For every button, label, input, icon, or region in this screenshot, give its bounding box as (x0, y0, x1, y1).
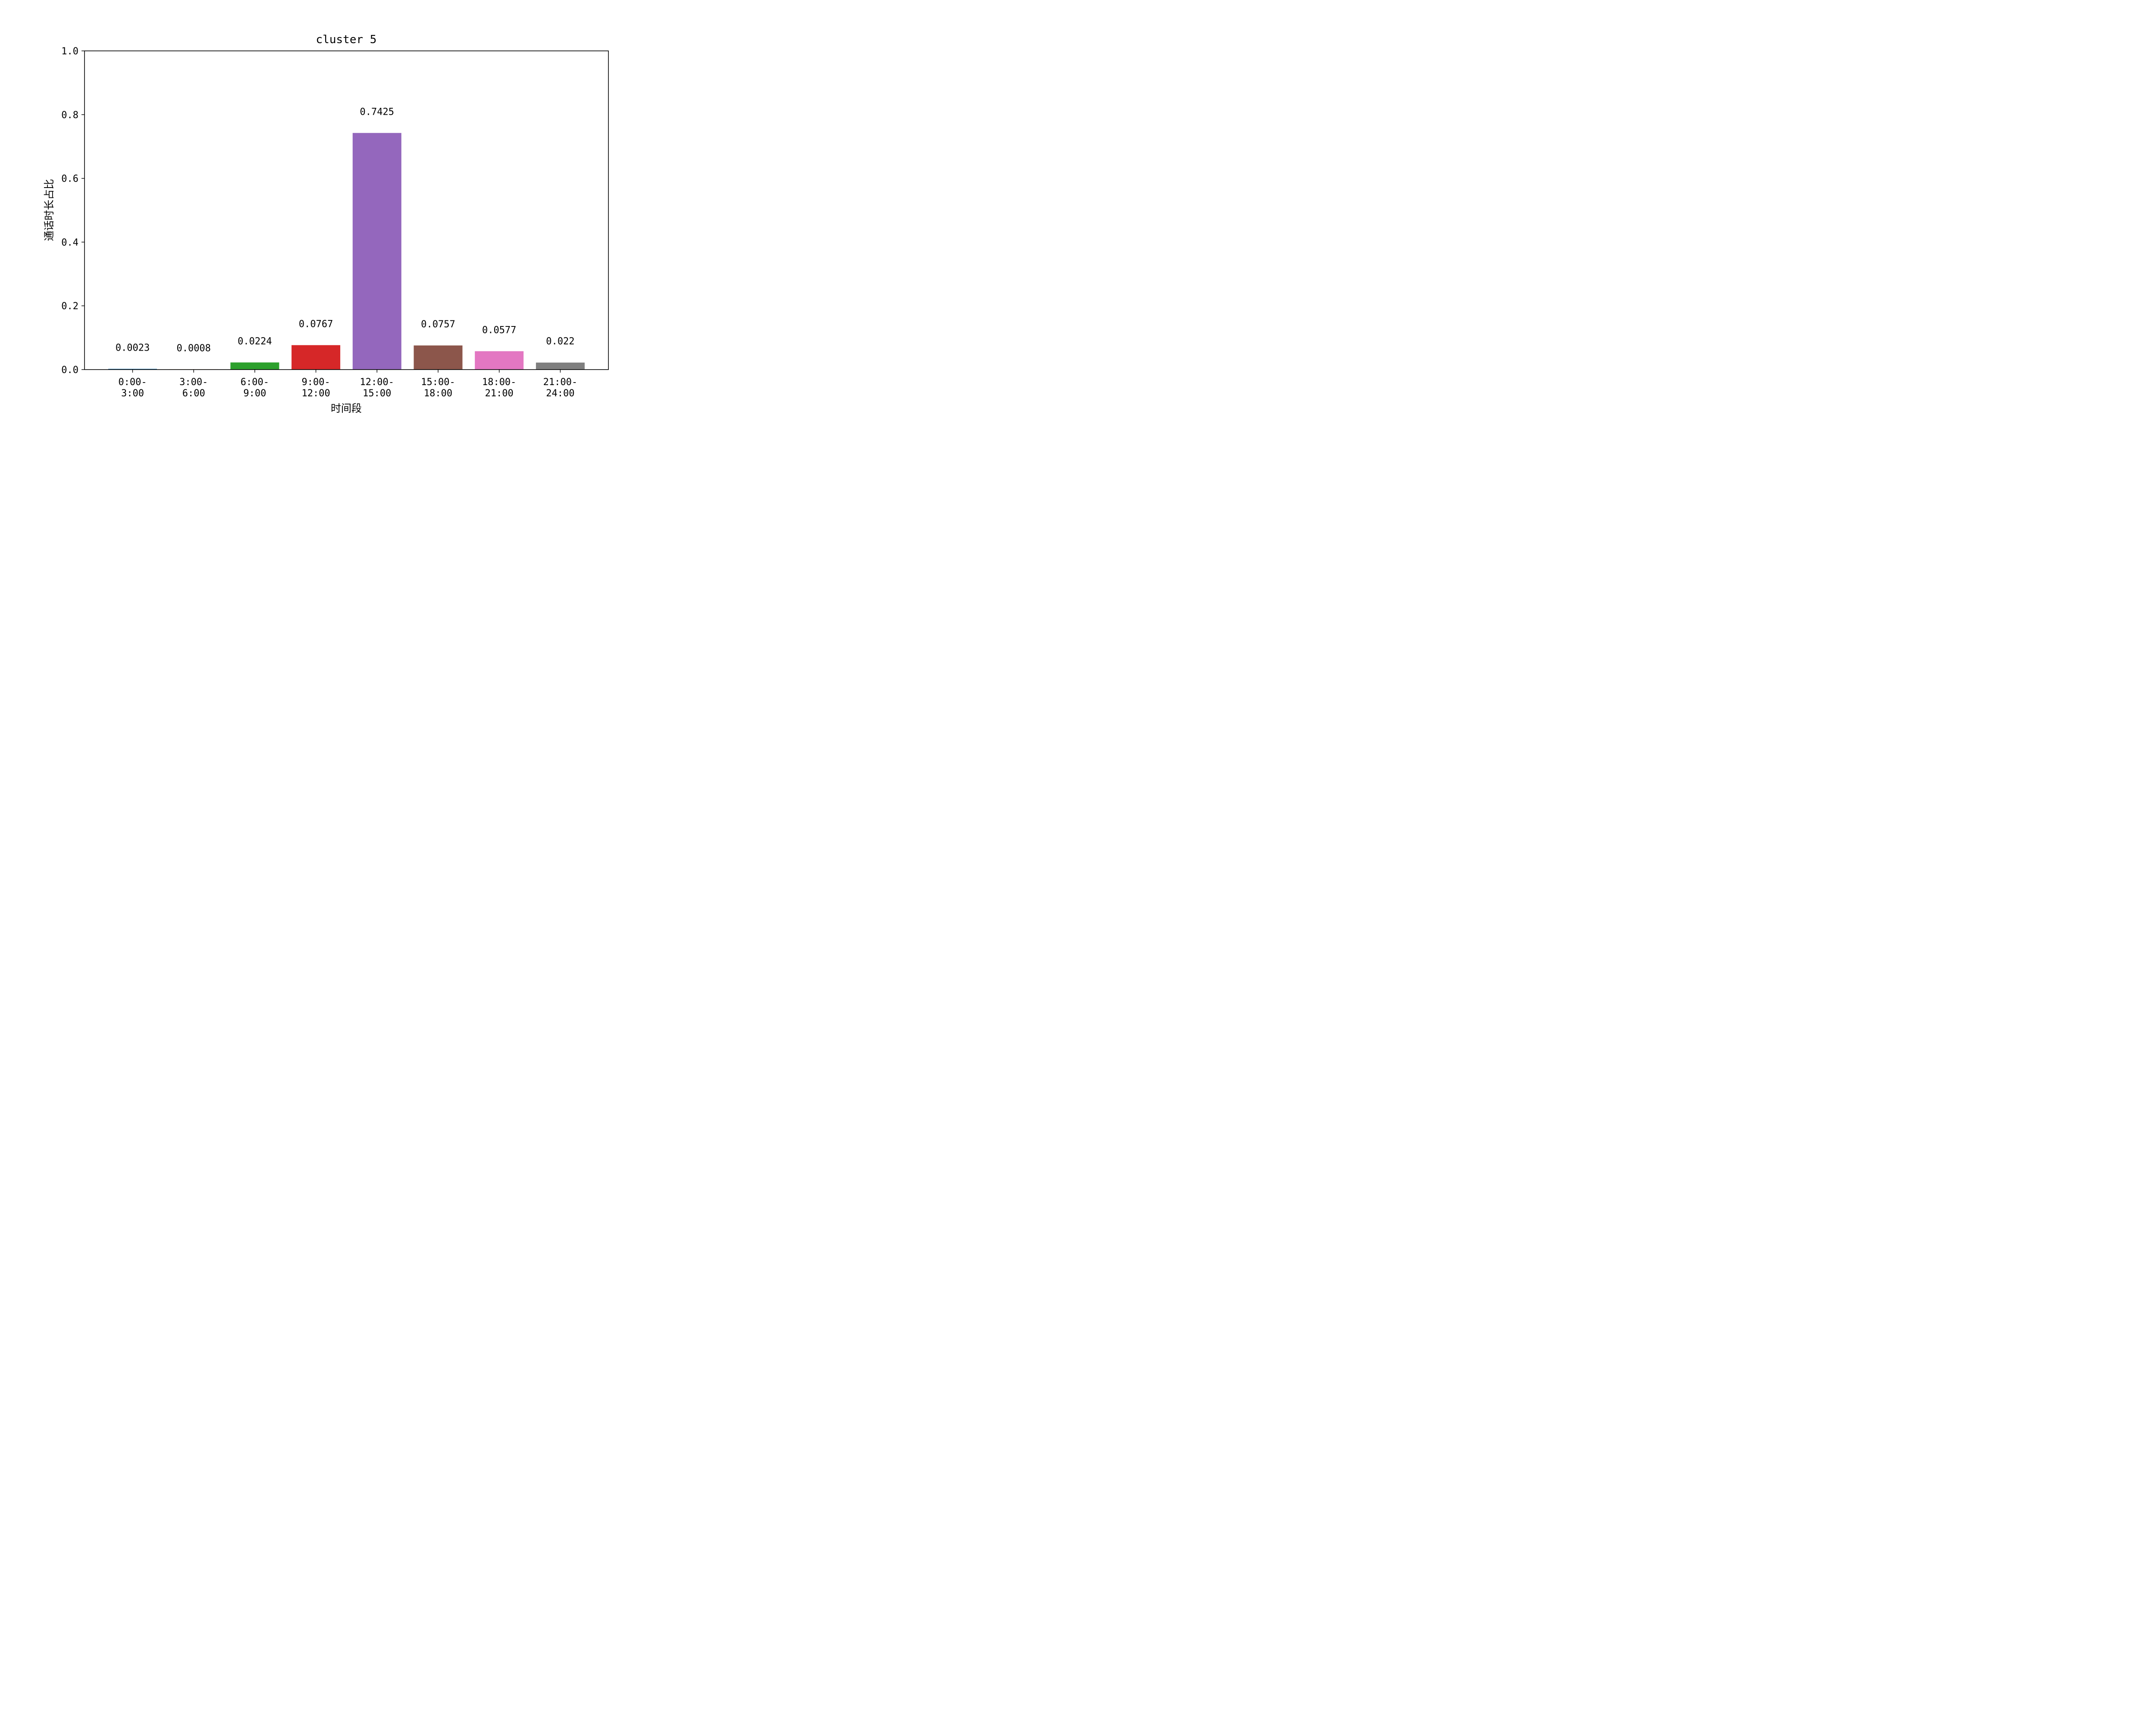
plot-frame (84, 50, 609, 370)
x-axis-ticks: 0:00-3:00 3:00-6:00 6:00-9:00 9:00-12:00 12:… (118, 370, 577, 399)
x-tick-label: 6:00 (182, 388, 205, 399)
y-axis-label: 通话时长占比 (43, 179, 55, 241)
x-tick-label: 18:00- (482, 377, 516, 388)
chart-title: cluster 5 (316, 33, 377, 46)
data-label: 0.0767 (299, 319, 333, 329)
data-label: 0.0757 (421, 319, 455, 330)
y-tick-label: 1.0 (61, 46, 78, 57)
bars (108, 133, 585, 370)
bar (108, 369, 157, 370)
x-tick-label: 21:00 (485, 388, 514, 399)
x-tick-label: 12:00 (301, 388, 330, 399)
y-tick-label: 0.2 (61, 301, 78, 312)
bar (352, 133, 401, 370)
x-tick-label: 12:00- (360, 377, 394, 388)
x-axis-label: 时间段 (331, 402, 362, 414)
data-label: 0.0023 (116, 342, 150, 353)
x-tick-label: 9:00- (301, 377, 330, 388)
x-tick-label: 21:00- (543, 377, 577, 388)
y-tick-label: 0.6 (61, 174, 78, 185)
data-label: 0.0224 (238, 336, 272, 347)
x-tick-label: 18:00 (424, 388, 452, 399)
x-tick-label: 3:00 (121, 388, 144, 399)
x-tick-label: 24:00 (546, 388, 574, 399)
y-tick-label: 0.0 (61, 365, 78, 376)
y-tick-label: 0.8 (61, 110, 78, 121)
bar (414, 345, 463, 370)
x-tick-label: 0:00- (118, 377, 147, 388)
data-label: 0.7425 (360, 107, 394, 117)
bar (536, 362, 585, 370)
x-tick-label: 9:00 (243, 388, 266, 399)
x-tick-label: 3:00- (179, 377, 208, 388)
bar (291, 345, 341, 370)
data-label: 0.022 (546, 336, 574, 347)
bar (475, 351, 524, 370)
y-axis-ticks: 0.0 0.2 0.4 0.6 0.8 1.0 (61, 46, 85, 376)
x-tick-label: 6:00- (241, 377, 269, 388)
data-labels: 0.0023 0.0008 0.0224 0.0767 0.7425 0.0757 0.05… (116, 107, 575, 354)
data-label: 0.0577 (482, 325, 516, 336)
x-tick-label: 15:00- (421, 377, 455, 388)
data-label: 0.0008 (176, 343, 210, 354)
x-tick-label: 15:00 (363, 388, 391, 399)
bar (230, 362, 279, 370)
y-tick-label: 0.4 (61, 237, 78, 248)
bar-chart: cluster 5 0.0 0.2 0.4 0.6 0.8 1.0 0:00-3:00 3:… (43, 33, 609, 414)
